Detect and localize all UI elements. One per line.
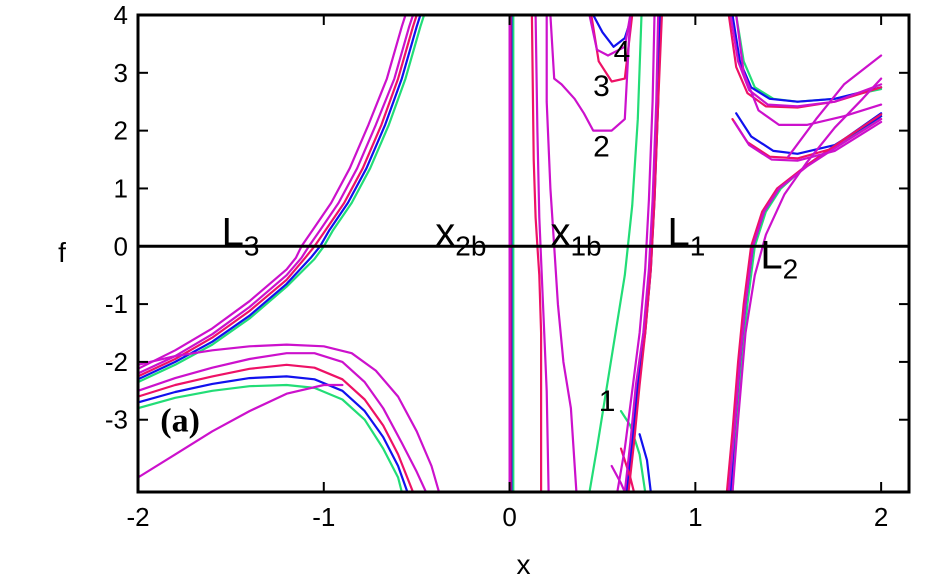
- series-4-segment-7: [731, 77, 883, 492]
- series-1-segment-4: [638, 433, 652, 492]
- series-3-segment-4: [610, 464, 626, 492]
- curves-layer: [138, 15, 883, 492]
- series-4-segment-8: [735, 15, 883, 126]
- curve-label-2: 2: [593, 131, 610, 164]
- series-4-segment-9: [787, 54, 883, 158]
- series-3-segment-7: [729, 15, 883, 108]
- x-axis-label: x: [517, 549, 531, 580]
- series-3-segment-5: [588, 15, 632, 57]
- series-1-segment-1: [138, 375, 409, 492]
- series-2-segment-4: [627, 15, 663, 492]
- panel-label: (a): [160, 402, 200, 439]
- y-tick-label: -1: [105, 289, 128, 319]
- x-tick-label: 2: [874, 502, 888, 532]
- y-tick-label: 1: [114, 173, 128, 203]
- series-0-segment-3: [588, 15, 643, 492]
- y-tick-label: 3: [114, 58, 128, 88]
- x-tick-label: -2: [126, 502, 149, 532]
- y-tick-label: -3: [105, 405, 128, 435]
- x-tick-label: 1: [688, 502, 702, 532]
- y-tick-label: 0: [114, 231, 128, 261]
- annotation-x2b: x2b: [435, 210, 486, 261]
- series-1-segment-0: [138, 15, 422, 381]
- series-4-segment-1: [138, 343, 441, 492]
- y-tick-label: 4: [114, 0, 128, 30]
- curve-label-1: 1: [599, 385, 616, 418]
- annotation-L3: L3: [222, 210, 260, 261]
- curve-label-4: 4: [614, 35, 631, 68]
- y-tick-label: -2: [105, 347, 128, 377]
- series-0-segment-6: [735, 15, 883, 103]
- series-1-segment-6: [729, 112, 883, 492]
- series-3-segment-3: [623, 15, 660, 492]
- y-axis-label: f: [58, 237, 66, 268]
- y-tick-label: 2: [114, 116, 128, 146]
- series-4-segment-4: [534, 15, 550, 492]
- series-4-segment-3: [545, 15, 578, 492]
- series-3-segment-8: [733, 120, 883, 162]
- series-0-segment-5: [731, 115, 883, 492]
- series-4-segment-2: [138, 383, 344, 479]
- annotation-L2: L2: [760, 234, 798, 285]
- series-3-segment-6: [727, 118, 883, 492]
- curve-label-3: 3: [593, 70, 610, 103]
- series-3-segment-0: [138, 15, 415, 375]
- annotations-layer: L3 x2b x1b L1 L2 43 2 1 (a): [160, 35, 798, 439]
- series-0-segment-0: [138, 15, 426, 384]
- series-1-segment-7: [731, 15, 883, 103]
- plot-border: [136, 13, 911, 494]
- series-4-segment-0: [138, 15, 407, 370]
- annotation-x1b: x1b: [550, 210, 601, 261]
- plot-frame: [136, 13, 911, 494]
- annotation-L1: L1: [667, 210, 705, 261]
- series-4-segment-6: [616, 15, 656, 492]
- series-2-segment-0: [138, 15, 418, 378]
- series-4-segment-5: [549, 15, 632, 132]
- series-3-segment-1: [138, 352, 428, 492]
- x-tick-label: 0: [502, 502, 516, 532]
- x-tick-label: -1: [312, 502, 335, 532]
- series-2-segment-1: [138, 363, 415, 492]
